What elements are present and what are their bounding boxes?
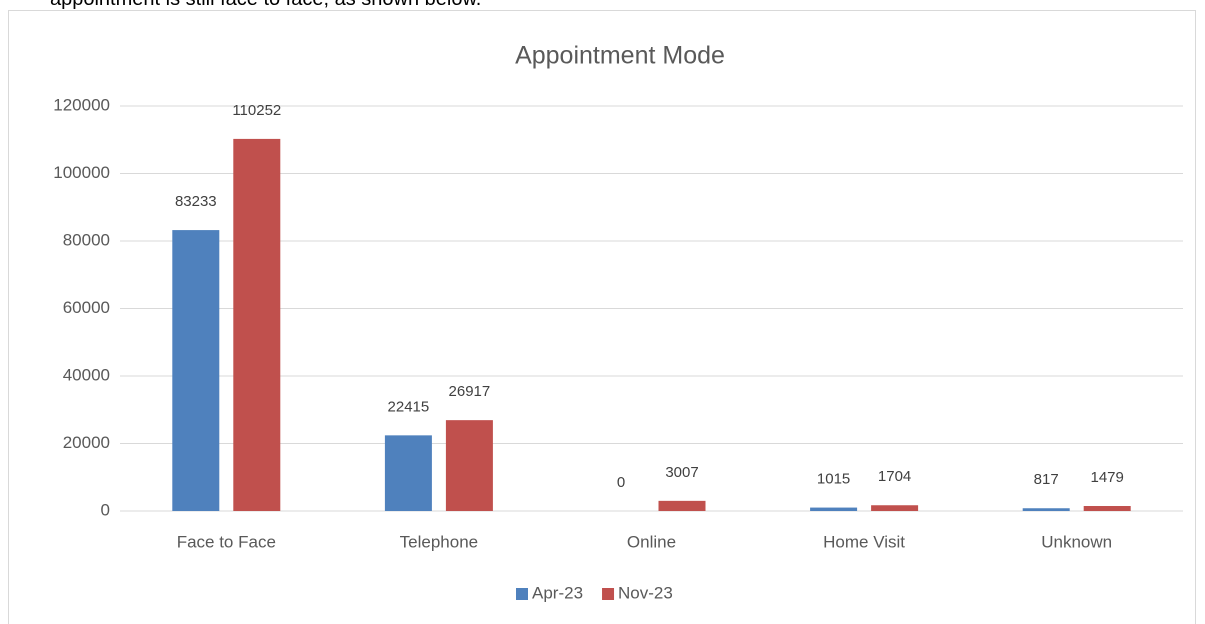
chart-border xyxy=(8,10,1196,624)
legend-label: Apr-23 xyxy=(532,583,583,602)
bar xyxy=(1022,508,1070,511)
data-label: 110252 xyxy=(232,102,281,119)
data-label: 83233 xyxy=(175,193,217,210)
x-tick-label: Telephone xyxy=(400,532,478,551)
data-label: 817 xyxy=(1034,471,1059,488)
data-label: 1479 xyxy=(1091,469,1124,486)
y-tick-label: 100000 xyxy=(53,163,110,182)
data-label: 1015 xyxy=(817,471,850,488)
bar xyxy=(384,435,432,511)
legend-swatch xyxy=(602,588,615,600)
data-label: 26917 xyxy=(449,383,491,400)
bar xyxy=(1083,506,1131,511)
chart-title: Appointment Mode xyxy=(515,42,725,70)
x-tick-label: Online xyxy=(627,532,676,551)
bar xyxy=(233,138,281,511)
bar xyxy=(658,500,706,511)
y-tick-label: 0 xyxy=(101,500,110,519)
intro-text: appointment is still face to face, as sh… xyxy=(50,0,481,11)
y-tick-label: 60000 xyxy=(63,298,110,317)
x-tick-label: Home Visit xyxy=(823,532,905,551)
bar xyxy=(871,505,919,511)
y-tick-label: 40000 xyxy=(63,365,110,384)
y-tick-label: 120000 xyxy=(53,95,110,114)
y-tick-label: 80000 xyxy=(63,230,110,249)
y-tick-label: 20000 xyxy=(63,433,110,452)
data-label: 22415 xyxy=(388,398,430,415)
bar xyxy=(810,507,858,511)
data-label: 3007 xyxy=(665,464,698,481)
data-label: 1704 xyxy=(878,468,911,485)
x-tick-label: Unknown xyxy=(1041,532,1112,551)
bar xyxy=(445,420,493,511)
bar xyxy=(172,230,220,511)
legend-label: Nov-23 xyxy=(618,583,673,602)
data-label: 0 xyxy=(617,474,625,491)
x-tick-label: Face to Face xyxy=(177,532,276,551)
legend-swatch xyxy=(516,588,528,600)
